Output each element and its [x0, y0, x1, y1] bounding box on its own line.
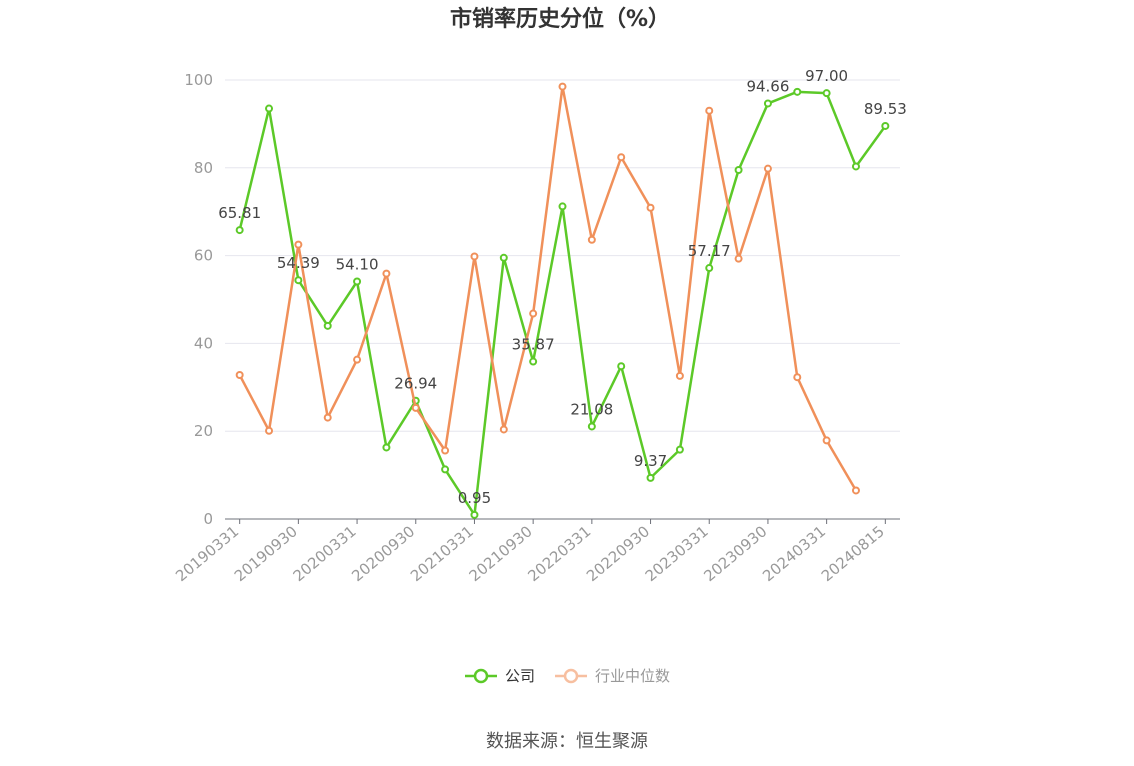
x-axis: 2019033120190930202003312020093020210331…	[172, 518, 900, 585]
data-point	[441, 446, 450, 455]
data-label: 65.81	[218, 204, 261, 222]
data-point	[265, 104, 274, 113]
y-axis: 0 20 40 60 80 100	[184, 71, 213, 528]
data-label: 54.10	[336, 256, 379, 274]
x-tick-label: 20210930	[466, 522, 536, 585]
data-point	[734, 254, 743, 263]
data-label: 0.95	[458, 489, 491, 507]
legend-item-company[interactable]: 公司	[465, 667, 535, 685]
data-point	[587, 235, 596, 244]
data-label: 94.66	[746, 77, 789, 95]
series-industry-median	[235, 82, 860, 495]
legend-label: 行业中位数	[595, 667, 670, 685]
data-point	[382, 269, 391, 278]
data-label: 54.39	[277, 254, 320, 272]
data-point	[822, 436, 831, 445]
source-text: 数据来源：恒生聚源	[486, 731, 648, 752]
legend-item-industry-median[interactable]: 行业中位数	[555, 667, 670, 685]
data-point	[235, 371, 244, 380]
data-point	[617, 153, 626, 162]
data-point	[294, 276, 303, 285]
data-point	[734, 165, 743, 174]
series-company	[235, 87, 890, 519]
data-point	[382, 443, 391, 452]
x-tick-label: 20210331	[407, 522, 477, 585]
data-point	[558, 202, 567, 211]
x-tick-label: 20200331	[290, 522, 360, 585]
data-labels: 65.81 54.39 54.10 26.94 0.95 35.87 21.08 9.37 57…	[218, 67, 907, 507]
series-line	[238, 90, 887, 517]
series-layer	[235, 82, 890, 519]
data-point	[646, 203, 655, 212]
data-point	[646, 473, 655, 482]
y-tick-label: 60	[194, 247, 213, 265]
y-tick-label: 40	[194, 334, 213, 352]
x-tick-label: 20220331	[524, 522, 594, 585]
data-point	[353, 277, 362, 286]
data-point	[822, 89, 831, 98]
data-point	[675, 445, 684, 454]
data-label: 9.37	[634, 452, 667, 470]
grid	[225, 79, 900, 432]
data-point	[558, 82, 567, 91]
data-point	[499, 425, 508, 434]
legend[interactable]: 公司 行业中位数	[465, 667, 670, 685]
data-label: 97.00	[805, 67, 848, 85]
data-point	[235, 226, 244, 235]
x-tick-label: 20230930	[700, 522, 770, 585]
x-tick-label: 20190331	[172, 522, 242, 585]
data-point	[851, 486, 860, 495]
x-tick-label: 20220930	[583, 522, 653, 585]
data-point	[763, 99, 772, 108]
data-point	[705, 264, 714, 273]
data-point	[441, 465, 450, 474]
chart-title: 市销率历史分位（%）	[450, 6, 670, 32]
data-point	[793, 87, 802, 96]
legend-marker	[563, 668, 579, 684]
y-tick-label: 0	[203, 510, 213, 528]
legend-marker	[473, 668, 489, 684]
data-point	[411, 403, 420, 412]
data-point	[529, 357, 538, 366]
data-point	[881, 121, 890, 130]
data-point	[470, 510, 479, 519]
data-label: 26.94	[394, 375, 437, 393]
data-label: 89.53	[864, 100, 907, 118]
data-label: 57.17	[688, 242, 731, 260]
data-point	[617, 362, 626, 371]
x-tick-label: 20230331	[642, 522, 712, 585]
x-tick-label: 20200930	[348, 522, 418, 585]
data-point	[851, 162, 860, 171]
data-point	[529, 309, 538, 318]
data-point	[793, 373, 802, 382]
data-point	[705, 106, 714, 115]
data-point	[763, 164, 772, 173]
y-tick-label: 80	[194, 159, 213, 177]
data-label: 35.87	[512, 336, 555, 354]
y-tick-label: 100	[184, 71, 213, 89]
data-point	[353, 355, 362, 364]
series-line	[238, 85, 858, 492]
data-point	[470, 252, 479, 261]
legend-label: 公司	[505, 667, 535, 685]
data-label: 21.08	[570, 400, 613, 418]
data-point	[265, 426, 274, 435]
data-point	[499, 253, 508, 262]
data-point	[587, 422, 596, 431]
data-point	[323, 413, 332, 422]
data-point	[294, 240, 303, 249]
x-tick-label: 20240331	[759, 522, 829, 585]
x-tick-label: 20190930	[231, 522, 301, 585]
data-point	[323, 321, 332, 330]
data-point	[675, 371, 684, 380]
y-tick-label: 20	[194, 422, 213, 440]
x-tick-label: 20240815	[818, 522, 888, 585]
